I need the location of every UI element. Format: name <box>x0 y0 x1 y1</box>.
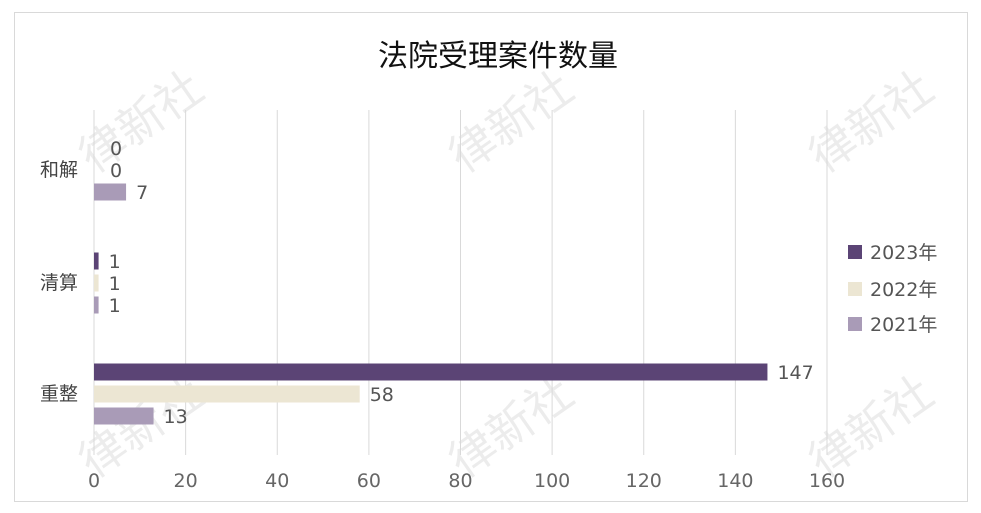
x-tick-label: 120 <box>626 470 662 492</box>
chart-frame <box>14 12 968 502</box>
x-axis-ticks: 0 20 40 60 80 100 120 140 160 <box>88 470 845 492</box>
legend-item: 2022年 <box>848 279 937 301</box>
data-label: 0 <box>110 160 122 182</box>
legend-label: 2021年 <box>870 314 937 336</box>
legend-swatch <box>848 282 862 296</box>
category-label: 清算 <box>40 272 78 294</box>
x-tick-label: 80 <box>448 470 472 492</box>
x-tick-label: 40 <box>265 470 289 492</box>
bar <box>94 296 99 314</box>
x-tick-label: 100 <box>534 470 570 492</box>
legend-label: 2022年 <box>870 279 937 301</box>
data-label: 1 <box>109 295 121 317</box>
x-tick-label: 20 <box>174 470 198 492</box>
legend-label: 2023年 <box>870 242 937 264</box>
watermark-text: 律新社 <box>69 60 213 183</box>
category-label: 和解 <box>40 159 78 181</box>
data-label: 58 <box>370 384 394 406</box>
legend-item: 2021年 <box>848 314 937 336</box>
data-label: 7 <box>136 182 148 204</box>
bar <box>94 183 127 201</box>
data-label: 147 <box>777 362 813 384</box>
watermark-text: 律新社 <box>799 60 943 183</box>
bars <box>94 183 768 425</box>
chart-title: 法院受理案件数量 <box>378 39 618 74</box>
legend-swatch <box>848 245 862 259</box>
legend: 2023年 2022年 2021年 <box>848 242 937 336</box>
x-tick-label: 140 <box>717 470 753 492</box>
category-label: 重整 <box>40 383 78 405</box>
bar <box>94 407 154 425</box>
data-labels: 147 1 0 58 1 0 13 1 7 <box>109 138 814 428</box>
data-label: 1 <box>109 273 121 295</box>
bar <box>94 252 99 270</box>
legend-swatch <box>848 317 862 331</box>
data-label: 0 <box>110 138 122 160</box>
data-label: 1 <box>109 251 121 273</box>
data-label: 13 <box>164 406 188 428</box>
bar <box>94 385 360 403</box>
x-tick-label: 0 <box>88 470 100 492</box>
bar <box>94 363 768 381</box>
bar <box>94 274 99 292</box>
x-tick-label: 160 <box>809 470 845 492</box>
legend-item: 2023年 <box>848 242 937 264</box>
x-tick-label: 60 <box>357 470 381 492</box>
